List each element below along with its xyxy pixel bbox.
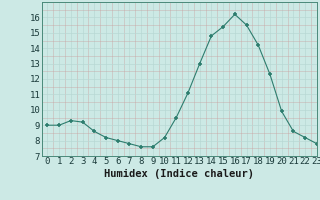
- X-axis label: Humidex (Indice chaleur): Humidex (Indice chaleur): [104, 169, 254, 179]
